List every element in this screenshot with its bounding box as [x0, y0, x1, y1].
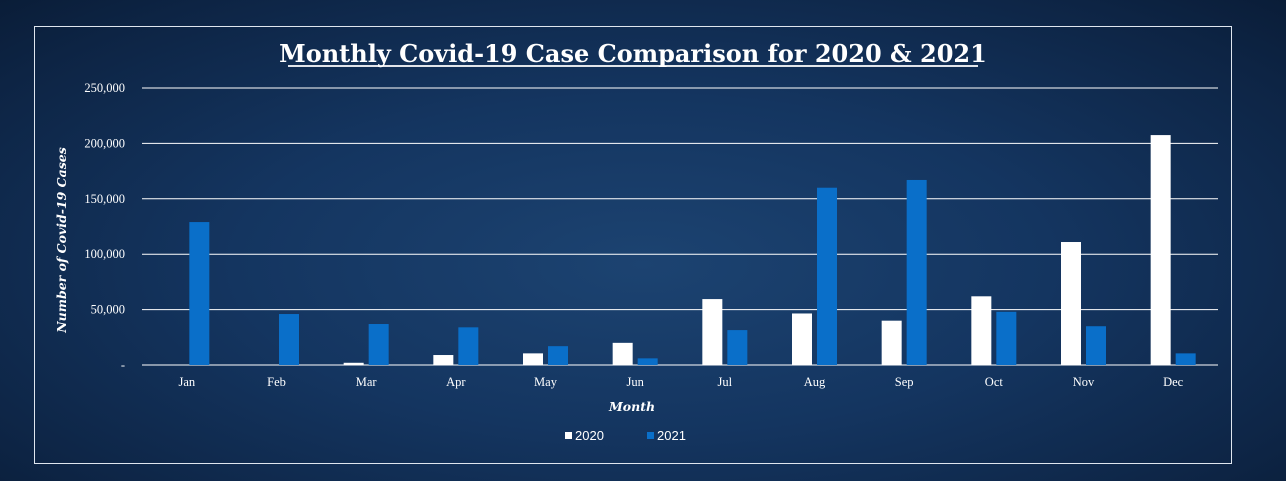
bar-2021-mar	[368, 324, 389, 365]
y-tick-label: 150,000	[84, 192, 125, 206]
x-tick-label: Aug	[804, 375, 826, 389]
bar-2021-jun	[637, 358, 658, 365]
y-tick-label: 100,000	[84, 247, 125, 261]
bar-2020-sep	[881, 320, 902, 365]
x-tick-label: Oct	[985, 375, 1004, 389]
x-tick-label: Jul	[718, 375, 733, 389]
legend: 2020 2021	[565, 428, 686, 443]
y-tick-label: 200,000	[84, 136, 125, 150]
x-tick-label: Feb	[267, 375, 286, 389]
x-axis-title: Month	[608, 399, 655, 414]
bar-2020-dec	[1150, 135, 1171, 365]
bar-2021-jul	[727, 330, 748, 365]
bar-chart: Monthly Covid-19 Case Comparison for 202…	[54, 39, 1218, 443]
legend-swatch-2021	[647, 432, 654, 439]
bar-2020-apr	[433, 355, 454, 365]
x-tick-label: Jun	[626, 375, 644, 389]
bar-2020-oct	[971, 296, 992, 365]
chart-frame: Monthly Covid-19 Case Comparison for 202…	[34, 26, 1232, 464]
x-tick-label: Nov	[1073, 375, 1095, 389]
y-tick-label: -	[121, 358, 125, 372]
y-axis-title: Number of Covid-19 Cases	[54, 147, 69, 334]
legend-label: 2021	[657, 428, 686, 443]
bar-2021-feb	[279, 314, 299, 365]
bar-2021-may	[548, 346, 568, 365]
bar-2020-mar	[343, 362, 364, 365]
y-tick-label: 250,000	[84, 81, 125, 95]
x-tick-label: Dec	[1163, 375, 1184, 389]
bar-2021-sep	[906, 179, 927, 365]
bar-2021-dec	[1175, 353, 1196, 365]
legend-label: 2020	[575, 428, 604, 443]
bar-2020-aug	[792, 313, 812, 365]
x-axis-ticks: Jan Feb Mar Apr May Jun Jul Aug Sep Oct Nov Dec	[178, 375, 1183, 389]
bars	[189, 135, 1196, 365]
x-tick-label: Apr	[446, 375, 466, 389]
bar-2021-aug	[817, 187, 837, 365]
gridlines	[142, 87, 1218, 366]
x-tick-label: Jan	[178, 375, 195, 389]
bar-2020-jun	[612, 342, 633, 365]
bar-2021-apr	[458, 327, 479, 365]
bar-2020-nov	[1061, 242, 1081, 365]
bar-2021-jan	[189, 222, 210, 365]
bar-2020-may	[523, 353, 543, 365]
bar-2020-jul	[702, 299, 723, 365]
bar-2021-oct	[996, 311, 1017, 365]
y-tick-label: 50,000	[91, 303, 125, 317]
x-tick-label: Mar	[356, 375, 378, 389]
chart-title: Monthly Covid-19 Case Comparison for 202…	[279, 39, 987, 68]
y-axis-ticks: - 50,000 100,000 150,000 200,000 250,000	[84, 81, 125, 372]
legend-swatch-2020	[565, 432, 572, 439]
bar-2021-nov	[1086, 326, 1106, 365]
x-tick-label: Sep	[895, 375, 914, 389]
x-tick-label: May	[534, 375, 558, 389]
